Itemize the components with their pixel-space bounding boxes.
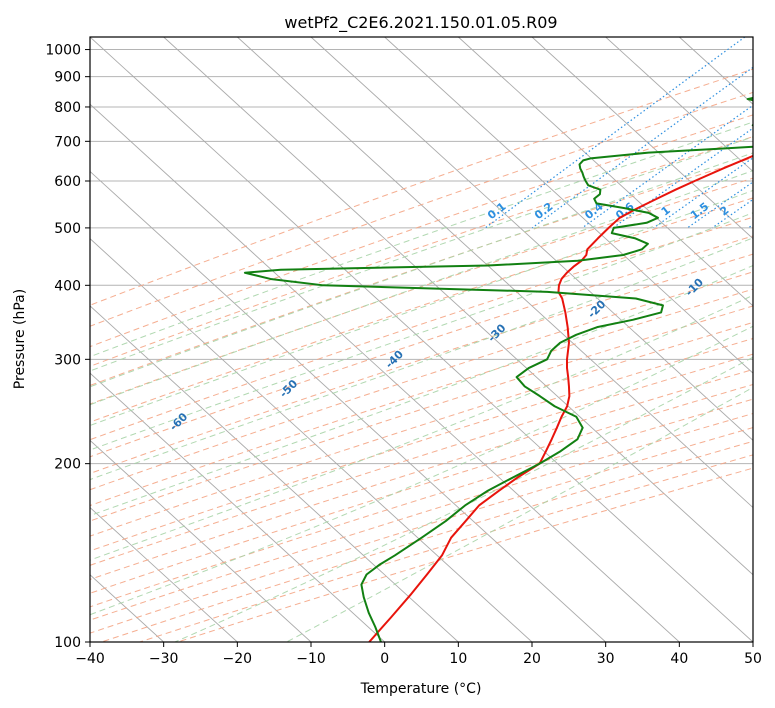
mixing-ratio-label: 0.2: [532, 200, 555, 222]
isotherm-line: [90, 305, 459, 642]
x-tick-label: −20: [223, 651, 253, 667]
dry-adiabat-label: -10: [683, 276, 706, 299]
y-tick-label: 400: [54, 278, 81, 294]
y-tick-label: 500: [54, 221, 81, 237]
dry-adiabat-line: [90, 305, 753, 522]
isotherm-line: [90, 238, 533, 642]
isotherm-line: [90, 506, 238, 642]
isotherm-line: [90, 103, 680, 642]
mixing-ratio-label: 0.4: [582, 200, 606, 222]
y-axis-label: Pressure (hPa): [12, 289, 28, 389]
dry-adiabat-line: [101, 440, 753, 642]
dry-adiabat-line: [90, 353, 753, 566]
dry-adiabat-line: [90, 114, 753, 348]
mixing-ratio-line: [653, 157, 753, 229]
dry-adiabat-line: [90, 177, 753, 405]
moist-adiabat-line: [286, 386, 753, 642]
mixing-ratio-line: [711, 198, 753, 229]
chart-title: wetPf2_C2E6.2021.150.01.05.R09: [284, 13, 557, 33]
x-tick-label: −10: [296, 651, 326, 667]
x-tick-label: −30: [149, 651, 179, 667]
moist-adiabat-line: [90, 121, 753, 358]
moist-adiabat-line: [90, 136, 753, 372]
mixing-ratio-label: 1.5: [688, 200, 711, 222]
x-tick-label: 30: [597, 651, 615, 667]
moist-adiabat-line: [174, 356, 753, 642]
x-tick-label: 20: [523, 651, 541, 667]
y-tick-label: 700: [54, 134, 81, 150]
dry-adiabat-label: -30: [485, 321, 508, 344]
y-tick-label: 300: [54, 352, 81, 368]
dry-adiabat-line: [90, 368, 753, 580]
x-tick-label: 50: [744, 651, 762, 667]
dry-adiabat-line: [90, 321, 753, 537]
mixing-ratio-line: [747, 223, 753, 229]
mixing-ratio-label: 3: [754, 204, 768, 219]
dry-adiabat-line: [177, 467, 753, 642]
dry-adiabat-line: [139, 454, 753, 642]
temperature-profile: [368, 154, 753, 642]
dry-adiabat-label: -40: [383, 348, 406, 371]
y-tick-label: 200: [54, 457, 81, 473]
mixing-ratio-label: 1: [659, 204, 673, 219]
y-tick-label: 100: [54, 635, 81, 651]
moist-adiabat-line: [90, 212, 753, 451]
plot-frame: [89, 36, 754, 643]
isotherm-line: [752, 37, 753, 38]
x-tick-label: 40: [670, 651, 688, 667]
isotherm-line: [310, 37, 753, 441]
dry-adiabat-label: -50: [277, 377, 300, 400]
dry-adiabat-line: [90, 271, 753, 491]
x-axis-label: Temperature (°C): [360, 681, 482, 697]
plot-area: 0.10.20.40.611.52346810131620253036-100-…: [90, 37, 768, 642]
x-tick-label: 10: [449, 651, 467, 667]
mixing-ratio-label: 0.1: [485, 200, 508, 222]
moist-adiabat-line: [90, 294, 753, 561]
isotherm-line: [90, 37, 753, 642]
dry-adiabat-line: [90, 216, 753, 441]
isotherm-line: [90, 170, 606, 642]
isotherm-line: [90, 372, 385, 642]
dry-adiabat-line: [90, 91, 753, 327]
y-tick-label: 1000: [45, 43, 81, 59]
isotherm-line: [605, 37, 753, 173]
isotherm-line: [90, 439, 312, 642]
dry-adiabat-label: -60: [167, 410, 190, 433]
isotherm-line: [531, 37, 753, 240]
moist-adiabat-line: [90, 264, 753, 517]
x-tick-label: −40: [75, 651, 105, 667]
isotherm-line: [458, 37, 753, 307]
mixing-ratio-line: [581, 104, 753, 229]
y-tick-label: 800: [54, 100, 81, 116]
axis-ticks: −40 −30 −20 −10 0 10 20 30 40 50 100 200 300 400 500 60…: [45, 43, 762, 667]
dry-adiabat-line: [90, 427, 753, 634]
y-tick-label: 900: [54, 70, 81, 86]
y-tick-label: 600: [54, 174, 81, 190]
x-tick-label: 0: [380, 651, 389, 667]
moist-adiabat-line: [90, 152, 753, 388]
dewpoint-profile: [243, 96, 753, 642]
mixing-ratio-line: [531, 66, 753, 229]
isotherm-line: [163, 37, 753, 576]
dry-adiabat-line: [90, 68, 753, 306]
mixing-ratio-line: [484, 37, 746, 229]
isotherm-line: [384, 37, 753, 374]
